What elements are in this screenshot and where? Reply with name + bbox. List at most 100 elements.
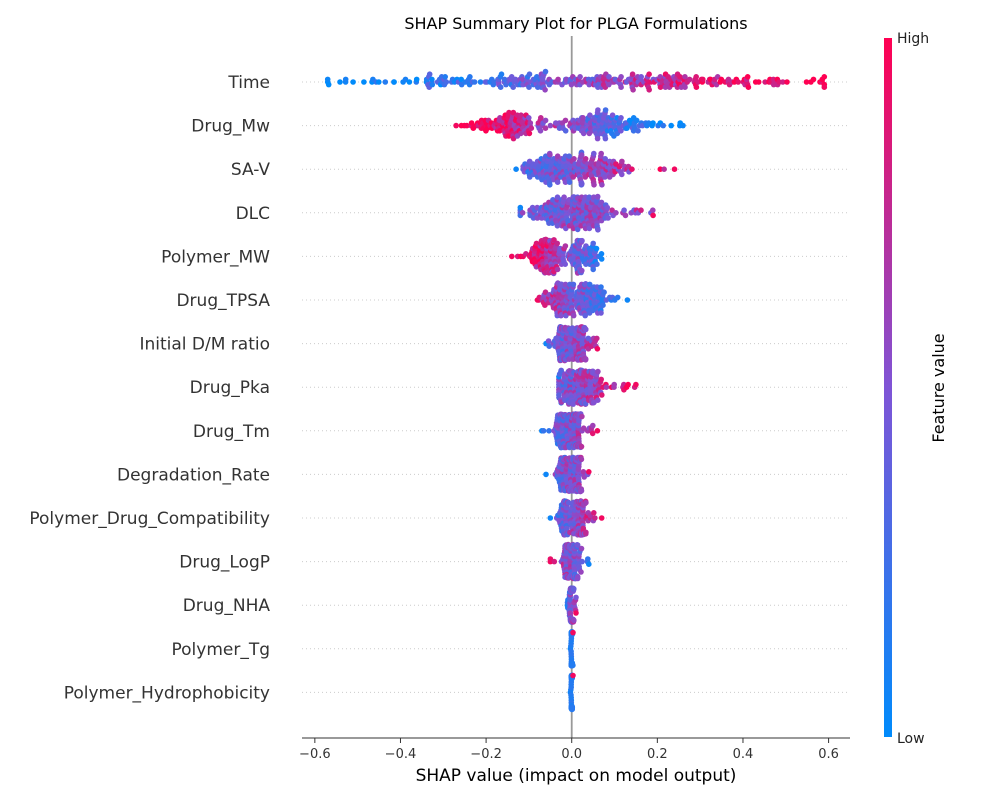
feature-label: Drug_Tm [193, 422, 270, 442]
shap-point [528, 125, 535, 131]
shap-point [464, 122, 470, 129]
shap-point [594, 346, 601, 352]
shap-point [350, 79, 356, 85]
shap-point [657, 84, 664, 90]
shap-point [512, 76, 519, 83]
shap-point [519, 210, 526, 216]
shap-point [542, 125, 549, 131]
shap-point [413, 76, 420, 83]
shap-point [594, 193, 601, 200]
shap-point [591, 150, 597, 157]
shap-point [573, 594, 579, 601]
shap-point [571, 617, 577, 624]
shap-point [429, 81, 436, 88]
shap-point [547, 515, 554, 521]
shap-point [646, 87, 652, 93]
shap-point [592, 515, 598, 521]
shap-point [614, 294, 621, 301]
shap-point [593, 245, 600, 252]
shap-point [526, 130, 533, 137]
shap-point [573, 610, 579, 616]
shap-point [810, 76, 817, 83]
shap-point [324, 76, 331, 83]
feature-label: Drug_Mw [191, 117, 270, 137]
shap-point [744, 74, 751, 80]
shap-point [545, 338, 552, 344]
shap-point [542, 117, 549, 124]
shap-point [625, 381, 631, 388]
shap-point [595, 368, 601, 375]
shap-point [580, 130, 587, 137]
shap-point [602, 107, 609, 113]
colorbar-high-label: High [897, 31, 929, 47]
shap-point [580, 115, 586, 121]
x-tick-label: 0.2 [647, 747, 668, 762]
shap-point [579, 413, 585, 420]
shap-point [600, 302, 606, 309]
shap-point [680, 122, 686, 129]
shap-point [609, 112, 616, 118]
shap-point [602, 135, 609, 142]
shap-point [547, 122, 554, 129]
shap-point [602, 156, 608, 162]
shap-point [638, 207, 644, 213]
shap-point [458, 76, 465, 83]
shap-point [586, 281, 593, 288]
shap-point [429, 76, 435, 83]
shap-point [780, 79, 786, 85]
shap-point [570, 281, 577, 288]
shap-point [574, 574, 581, 580]
shap-point [571, 156, 577, 162]
shap-point [570, 312, 577, 319]
shap-point [582, 326, 589, 333]
shap-point [650, 212, 656, 219]
shap-point [518, 112, 524, 118]
shap-point [577, 74, 583, 80]
shap-point [598, 256, 605, 262]
x-tick-label: −0.4 [385, 747, 417, 762]
x-axis-label: SHAP value (impact on model output) [416, 766, 737, 786]
shap-point [613, 210, 619, 216]
shap-point [342, 76, 349, 83]
shap-point [590, 266, 596, 273]
shap-point [554, 194, 561, 200]
feature-label: SA-V [231, 160, 271, 180]
shap-point [803, 79, 810, 85]
shap-point [622, 212, 629, 219]
shap-point [562, 261, 568, 268]
shap-point [598, 150, 604, 157]
shap-point [554, 179, 561, 185]
shap-point [468, 120, 475, 126]
shap-point [578, 488, 585, 494]
shap-point [735, 79, 741, 85]
chart-title: SHAP Summary Plot for PLGA Formulations [404, 14, 747, 33]
shap-point [598, 310, 604, 316]
shap-point [671, 166, 678, 172]
beeswarm-points [324, 68, 828, 713]
shap-point [566, 153, 572, 159]
shap-point [598, 251, 605, 257]
shap-point [542, 68, 549, 75]
shap-point [821, 84, 828, 90]
shap-point [618, 84, 624, 90]
shap-point [618, 128, 624, 134]
shap-point [554, 266, 561, 273]
shap-point [677, 74, 683, 80]
shap-point [477, 79, 484, 85]
shap-point [517, 204, 524, 211]
shap-point [562, 243, 569, 249]
shap-point [467, 74, 473, 80]
shap-point [554, 153, 561, 159]
shap-point [571, 586, 577, 592]
shap-point [554, 240, 560, 247]
shap-point [595, 227, 601, 233]
shap-point [590, 240, 596, 247]
shap-point [583, 499, 589, 506]
shap-point [579, 237, 585, 244]
shap-point [606, 74, 612, 80]
shap-point [501, 76, 508, 83]
shap-point [598, 515, 605, 521]
shap-point [682, 74, 688, 80]
shap-point [586, 194, 593, 200]
